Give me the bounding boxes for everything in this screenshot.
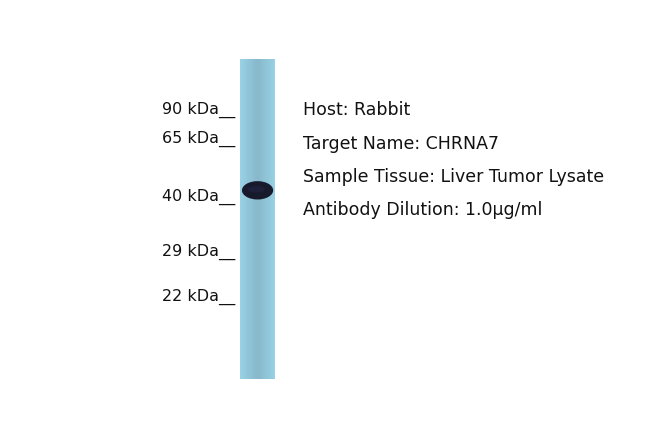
Text: Target Name: CHRNA7: Target Name: CHRNA7 [303,135,499,153]
Text: 90 kDa__: 90 kDa__ [162,102,235,118]
Text: Antibody Dilution: 1.0μg/ml: Antibody Dilution: 1.0μg/ml [303,201,542,220]
Text: 29 kDa__: 29 kDa__ [162,244,235,260]
Text: Sample Tissue: Liver Tumor Lysate: Sample Tissue: Liver Tumor Lysate [303,168,604,186]
Text: 40 kDa__: 40 kDa__ [162,189,235,205]
Ellipse shape [242,181,273,200]
Ellipse shape [248,186,265,193]
Text: Host: Rabbit: Host: Rabbit [303,101,410,120]
Text: 65 kDa__: 65 kDa__ [162,130,235,147]
Text: 22 kDa__: 22 kDa__ [162,289,235,305]
